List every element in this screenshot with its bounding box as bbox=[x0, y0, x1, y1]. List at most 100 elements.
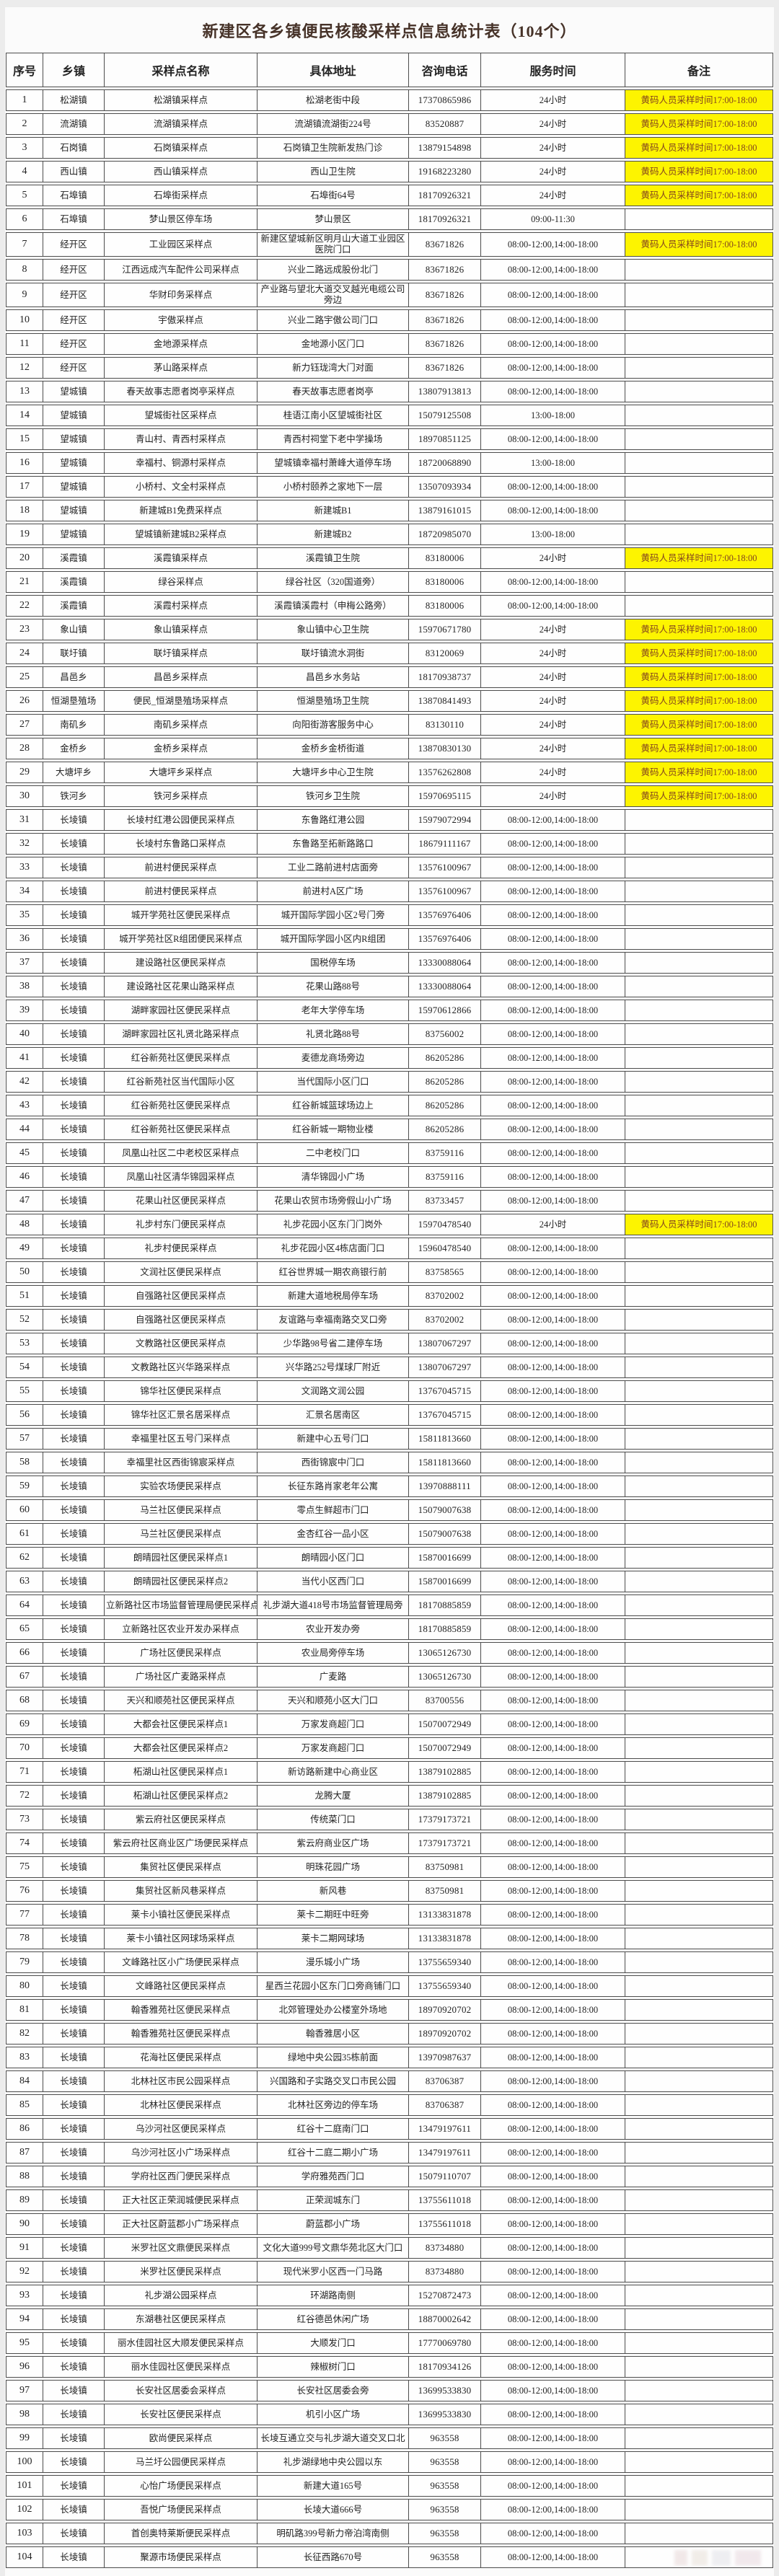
cell-serial-number: 42 bbox=[6, 1071, 43, 1093]
cell-township: 长堎镇 bbox=[43, 1119, 105, 1140]
cell-address: 北林社区旁边的停车场 bbox=[258, 2094, 409, 2116]
cell-serial-number: 65 bbox=[6, 1618, 43, 1640]
cell-serial-number: 34 bbox=[6, 881, 43, 902]
cell-remark: 黄码人员采样时间17:00-18:00 bbox=[625, 185, 773, 206]
cell-service-time: 08:00-12:00,14:00-18:00 bbox=[481, 1428, 625, 1450]
cell-township: 石埠镇 bbox=[43, 185, 105, 206]
cell-phone: 13699533830 bbox=[409, 2404, 481, 2425]
cell-phone: 83671826 bbox=[409, 283, 481, 307]
cell-service-time: 08:00-12:00,14:00-18:00 bbox=[481, 2332, 625, 2354]
cell-phone: 13330088064 bbox=[409, 976, 481, 997]
cell-sampling-point-name: 花果山社区便民采样点 bbox=[105, 1190, 258, 1212]
cell-address: 产业路与望北大道交叉越光电缆公司旁边 bbox=[258, 283, 409, 307]
cell-sampling-point-name: 朗晴园社区便民采样点1 bbox=[105, 1547, 258, 1569]
cell-phone: 83756002 bbox=[409, 1023, 481, 1045]
cell-remark bbox=[625, 2308, 773, 2330]
cell-serial-number: 90 bbox=[6, 2213, 43, 2235]
table-row: 67 长堎镇 广场社区广麦路采样点 广麦路 13065126730 08:00-… bbox=[6, 1666, 773, 1688]
cell-serial-number: 14 bbox=[6, 405, 43, 426]
table-row: 54 长堎镇 文教路社区兴华路采样点 兴华路252号煤球厂附近 13807067… bbox=[6, 1357, 773, 1378]
cell-remark bbox=[625, 952, 773, 974]
cell-remark bbox=[625, 2499, 773, 2520]
cell-township: 西山镇 bbox=[43, 161, 105, 182]
cell-service-time: 08:00-12:00,14:00-18:00 bbox=[481, 2380, 625, 2401]
cell-address: 西街锦宸中门口 bbox=[258, 1452, 409, 1473]
cell-serial-number: 68 bbox=[6, 1690, 43, 1711]
cell-sampling-point-name: 广场社区广麦路采样点 bbox=[105, 1666, 258, 1688]
cell-sampling-point-name: 柘湖山社区便民采样点2 bbox=[105, 1785, 258, 1807]
cell-address: 花果山农贸市场旁假山小广场 bbox=[258, 1190, 409, 1212]
cell-serial-number: 97 bbox=[6, 2380, 43, 2401]
cell-sampling-point-name: 乌沙河社区小广场采样点 bbox=[105, 2142, 258, 2163]
cell-phone: 13755659340 bbox=[409, 1975, 481, 1997]
cell-remark: 黄码人员采样时间17:00-18:00 bbox=[625, 714, 773, 736]
cell-address: 学府雅苑西门口 bbox=[258, 2166, 409, 2187]
table-row: 13 望城镇 春天故事志愿者岗亭采样点 春天故事志愿者岗亭 1380791381… bbox=[6, 381, 773, 402]
cell-service-time: 08:00-12:00,14:00-18:00 bbox=[481, 2166, 625, 2187]
cell-sampling-point-name: 石埠街采样点 bbox=[105, 185, 258, 206]
page-title: 新建区各乡镇便民核酸采样点信息统计表（104个） bbox=[202, 22, 577, 40]
cell-township: 长堎镇 bbox=[43, 1047, 105, 1069]
cell-township: 望城镇 bbox=[43, 405, 105, 426]
cell-remark bbox=[625, 1023, 773, 1045]
cell-phone: 15079007638 bbox=[409, 1499, 481, 1521]
cell-service-time: 08:00-12:00,14:00-18:00 bbox=[481, 1071, 625, 1093]
cell-serial-number: 27 bbox=[6, 714, 43, 736]
table-row: 41 长堎镇 红谷新苑社区便民采样点 麦德龙商场旁边 86205286 08:0… bbox=[6, 1047, 773, 1069]
cell-service-time: 08:00-12:00,14:00-18:00 bbox=[481, 2523, 625, 2544]
cell-remark: 黄码人员采样时间17:00-18:00 bbox=[625, 137, 773, 159]
cell-sampling-point-name: 江西远成汽车配件公司采样点 bbox=[105, 259, 258, 281]
cell-service-time: 08:00-12:00,14:00-18:00 bbox=[481, 1666, 625, 1688]
cell-service-time: 08:00-12:00,14:00-18:00 bbox=[481, 2308, 625, 2330]
cell-sampling-point-name: 长安社区居委会采样点 bbox=[105, 2380, 258, 2401]
table-row: 95 长堎镇 丽水佳园社区大顺发便民采样点 大顺发门口 17770069780 … bbox=[6, 2332, 773, 2354]
cell-address: 大顺发门口 bbox=[258, 2332, 409, 2354]
cell-township: 长堎镇 bbox=[43, 1737, 105, 1759]
cell-remark bbox=[625, 1047, 773, 1069]
cell-township: 长堎镇 bbox=[43, 2023, 105, 2045]
document-page: 新建区各乡镇便民核酸采样点信息统计表（104个） 序号 乡镇 采样点名称 具体地… bbox=[5, 7, 774, 2576]
cell-township: 长堎镇 bbox=[43, 1285, 105, 1307]
cell-sampling-point-name: 北林社区市民公园采样点 bbox=[105, 2070, 258, 2092]
cell-service-time: 24小时 bbox=[481, 762, 625, 783]
table-row: 65 长堎镇 立新路社区农业开发办采样点 农业开发办旁 18170885859 … bbox=[6, 1618, 773, 1640]
cell-remark bbox=[625, 571, 773, 593]
cell-address: 绿地中央公园35栋前面 bbox=[258, 2047, 409, 2068]
cell-township: 经开区 bbox=[43, 283, 105, 307]
cell-service-time: 08:00-12:00,14:00-18:00 bbox=[481, 2475, 625, 2497]
cell-remark bbox=[625, 1761, 773, 1783]
cell-phone: 13065126730 bbox=[409, 1666, 481, 1688]
cell-serial-number: 80 bbox=[6, 1975, 43, 1997]
cell-sampling-point-name: 乌沙河社区便民采样点 bbox=[105, 2118, 258, 2140]
cell-serial-number: 69 bbox=[6, 1713, 43, 1735]
cell-phone: 13133831878 bbox=[409, 1928, 481, 1949]
cell-address: 莱卡二期网球场 bbox=[258, 1928, 409, 1949]
cell-serial-number: 12 bbox=[6, 357, 43, 379]
cell-remark bbox=[625, 333, 773, 355]
cell-phone: 15811813660 bbox=[409, 1428, 481, 1450]
cell-remark bbox=[625, 1071, 773, 1093]
cell-phone: 13330088064 bbox=[409, 952, 481, 974]
cell-phone: 15870016699 bbox=[409, 1547, 481, 1569]
table-row: 89 长堎镇 正大社区正荣润城便民采样点 正荣润城东门 13755611018 … bbox=[6, 2189, 773, 2211]
cell-sampling-point-name: 朗晴园社区便民采样点2 bbox=[105, 1571, 258, 1592]
cell-remark bbox=[625, 1666, 773, 1688]
cell-serial-number: 95 bbox=[6, 2332, 43, 2354]
cell-service-time: 08:00-12:00,14:00-18:00 bbox=[481, 1238, 625, 1259]
cell-address: 工业二路前进村店面旁 bbox=[258, 857, 409, 878]
table-row: 55 长堎镇 锦华社区便民采样点 文润路文润公园 13767045715 08:… bbox=[6, 1380, 773, 1402]
cell-sampling-point-name: 便民_恒湖垦殖场采样点 bbox=[105, 690, 258, 712]
cell-township: 长堎镇 bbox=[43, 1642, 105, 1664]
cell-serial-number: 55 bbox=[6, 1380, 43, 1402]
table-row: 56 长堎镇 锦华社区汇景名居采样点 汇景名居南区 13767045715 08… bbox=[6, 1404, 773, 1426]
table-row: 37 长堎镇 建设路社区便民采样点 国税停车场 13330088064 08:0… bbox=[6, 952, 773, 974]
cell-address: 新建大道165号 bbox=[258, 2475, 409, 2497]
cell-serial-number: 37 bbox=[6, 952, 43, 974]
table-row: 62 长堎镇 朗晴园社区便民采样点1 朗晴园小区门口 15870016699 0… bbox=[6, 1547, 773, 1569]
cell-township: 长堎镇 bbox=[43, 1523, 105, 1545]
cell-remark bbox=[625, 1499, 773, 1521]
cell-remark bbox=[625, 1690, 773, 1711]
table-row: 33 长堎镇 前进村便民采样点 工业二路前进村店面旁 13576100967 0… bbox=[6, 857, 773, 878]
cell-serial-number: 20 bbox=[6, 547, 43, 569]
cell-service-time: 24小时 bbox=[481, 738, 625, 759]
